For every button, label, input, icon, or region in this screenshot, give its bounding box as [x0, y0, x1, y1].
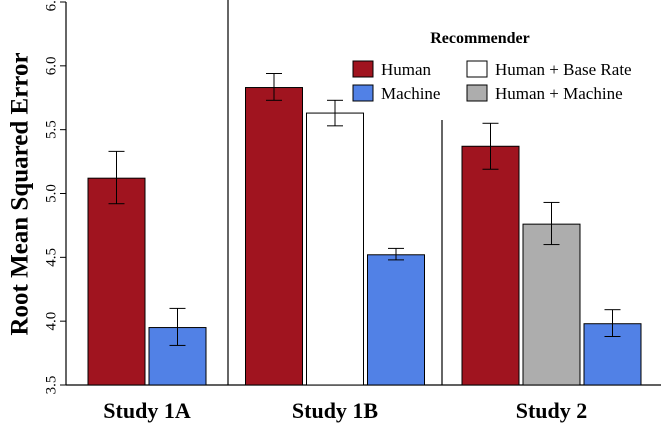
- y-tick-label: 6.5: [43, 0, 59, 11]
- legend-swatch: [352, 84, 374, 102]
- y-tick-label: 4.5: [43, 248, 59, 267]
- legend-swatch: [466, 60, 488, 78]
- bar: [522, 223, 581, 386]
- group-label: Study 1A: [103, 398, 191, 423]
- legend-label: Machine: [381, 84, 440, 103]
- y-axis-label: Root Mean Squared Error: [7, 52, 34, 335]
- legend-label: Human: [381, 60, 432, 79]
- y-tick-label: 5.0: [43, 184, 59, 203]
- y-tick-label: 4.0: [43, 312, 59, 331]
- bar: [245, 87, 303, 386]
- legend-swatch: [466, 84, 488, 102]
- group-label: Study 1B: [292, 398, 379, 423]
- y-tick-label: 3.5: [43, 376, 59, 395]
- bar: [306, 112, 364, 386]
- legend-title: Recommender: [430, 30, 530, 47]
- y-tick-label: 6.0: [43, 56, 59, 75]
- bar: [461, 145, 520, 386]
- bar: [367, 254, 425, 386]
- bar: [87, 177, 146, 386]
- legend-swatch: [352, 60, 374, 78]
- y-tick-label: 5.5: [43, 120, 59, 139]
- group-label: Study 2: [516, 398, 588, 423]
- legend-label: Human + Base Rate: [495, 60, 632, 79]
- legend-label: Human + Machine: [495, 84, 623, 103]
